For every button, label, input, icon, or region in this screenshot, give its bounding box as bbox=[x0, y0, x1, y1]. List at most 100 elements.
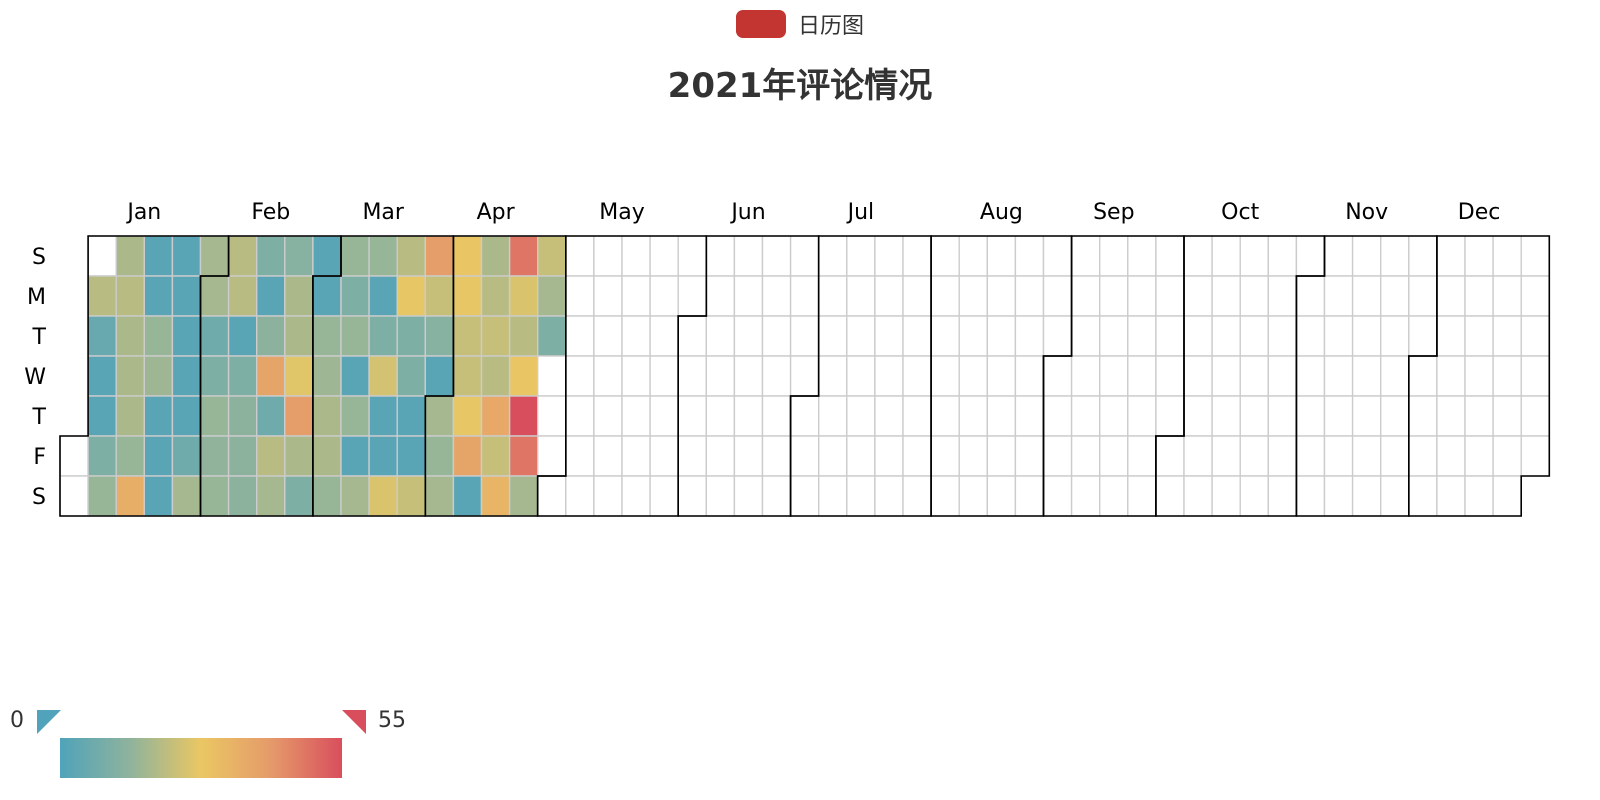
empty-day-cell bbox=[1323, 475, 1354, 517]
empty-day-cell bbox=[1323, 435, 1354, 477]
empty-day-cell bbox=[1127, 235, 1157, 277]
month-label: Feb bbox=[251, 200, 290, 225]
empty-day-cell bbox=[593, 315, 623, 357]
day-cell bbox=[143, 395, 174, 437]
empty-day-cell bbox=[1014, 475, 1045, 517]
month-label: Oct bbox=[1221, 200, 1259, 225]
day-cell bbox=[396, 275, 427, 317]
empty-day-cell bbox=[59, 475, 89, 517]
empty-day-cell bbox=[1408, 395, 1438, 437]
empty-day-cell bbox=[986, 475, 1017, 517]
day-cell bbox=[171, 235, 202, 277]
day-of-week-label: S bbox=[32, 245, 46, 270]
day-cell bbox=[171, 355, 202, 397]
visual-map[interactable]: 0 55 bbox=[0, 700, 420, 800]
empty-day-cell bbox=[1042, 395, 1073, 437]
day-cell bbox=[199, 395, 230, 437]
day-cell bbox=[227, 275, 258, 317]
empty-day-cell bbox=[1492, 395, 1522, 437]
empty-day-cell bbox=[1464, 435, 1494, 477]
empty-day-cell bbox=[958, 395, 989, 437]
day-of-week-label: T bbox=[32, 405, 47, 430]
day-cell bbox=[480, 435, 511, 477]
day-cell bbox=[143, 355, 174, 397]
empty-day-cell bbox=[902, 435, 932, 477]
visual-map-max-label: 55 bbox=[378, 708, 406, 733]
empty-day-cell bbox=[621, 395, 651, 437]
day-cell bbox=[508, 475, 539, 517]
empty-day-cell bbox=[1014, 315, 1045, 357]
day-cell bbox=[199, 475, 230, 517]
empty-day-cell bbox=[593, 395, 623, 437]
empty-day-cell bbox=[677, 435, 708, 477]
empty-day-cell bbox=[1436, 395, 1466, 437]
day-cell bbox=[171, 395, 202, 437]
empty-day-cell bbox=[705, 235, 736, 277]
empty-day-cell bbox=[1042, 435, 1073, 477]
visual-map-max-handle[interactable] bbox=[342, 710, 366, 734]
empty-day-cell bbox=[1211, 355, 1241, 397]
day-cell bbox=[227, 235, 258, 277]
day-cell bbox=[87, 395, 117, 437]
empty-day-cell bbox=[1183, 355, 1213, 397]
empty-day-cell bbox=[1155, 315, 1185, 357]
empty-day-cell bbox=[874, 395, 904, 437]
empty-day-cell bbox=[930, 395, 960, 437]
empty-day-cell bbox=[1155, 235, 1185, 277]
day-cell bbox=[368, 235, 398, 277]
visual-map-min-handle[interactable] bbox=[37, 710, 61, 734]
empty-day-cell bbox=[1098, 395, 1129, 437]
empty-day-cell bbox=[1408, 435, 1438, 477]
empty-day-cell bbox=[1267, 355, 1298, 397]
empty-day-cell bbox=[677, 275, 708, 317]
empty-day-cell bbox=[761, 235, 792, 277]
empty-day-cell bbox=[874, 435, 904, 477]
empty-day-cell bbox=[677, 395, 708, 437]
day-cell bbox=[452, 435, 483, 477]
day-cell bbox=[256, 275, 286, 317]
day-cell bbox=[143, 435, 174, 477]
empty-day-cell bbox=[1379, 395, 1410, 437]
empty-day-cell bbox=[565, 435, 595, 477]
day-cell bbox=[256, 355, 286, 397]
empty-day-cell bbox=[846, 275, 876, 317]
day-cell bbox=[115, 395, 145, 437]
empty-day-cell bbox=[1127, 315, 1157, 357]
empty-day-cell bbox=[930, 435, 960, 477]
empty-day-cell bbox=[1267, 475, 1298, 517]
empty-day-cell bbox=[1014, 355, 1045, 397]
empty-day-cell bbox=[874, 235, 904, 277]
empty-day-cell bbox=[761, 275, 792, 317]
day-cell bbox=[143, 235, 174, 277]
empty-day-cell bbox=[1520, 395, 1550, 437]
empty-day-cell bbox=[537, 355, 567, 397]
empty-day-cell bbox=[818, 395, 848, 437]
empty-day-cell bbox=[874, 355, 904, 397]
empty-day-cell bbox=[733, 355, 764, 397]
empty-day-cell bbox=[1520, 315, 1550, 357]
day-cell bbox=[368, 355, 398, 397]
visual-map-gradient-bar[interactable] bbox=[60, 738, 342, 778]
empty-day-cell bbox=[1351, 235, 1382, 277]
day-cell bbox=[340, 355, 370, 397]
empty-day-cell bbox=[1464, 275, 1494, 317]
empty-day-cell bbox=[902, 475, 932, 517]
day-cell bbox=[452, 395, 483, 437]
legend-label: 日历图 bbox=[797, 14, 864, 39]
empty-day-cell bbox=[818, 315, 848, 357]
empty-day-cell bbox=[649, 355, 679, 397]
day-cell bbox=[396, 355, 427, 397]
empty-day-cell bbox=[958, 435, 989, 477]
empty-day-cell bbox=[1070, 395, 1101, 437]
empty-day-cell bbox=[593, 475, 623, 517]
empty-day-cell bbox=[761, 315, 792, 357]
legend[interactable]: 日历图 bbox=[0, 8, 1600, 40]
empty-day-cell bbox=[818, 355, 848, 397]
day-cell bbox=[171, 475, 202, 517]
empty-day-cell bbox=[1070, 275, 1101, 317]
empty-day-cell bbox=[1014, 275, 1045, 317]
empty-day-cell bbox=[1239, 435, 1269, 477]
day-cell bbox=[424, 395, 455, 437]
day-cell bbox=[284, 475, 314, 517]
empty-day-cell bbox=[930, 315, 960, 357]
